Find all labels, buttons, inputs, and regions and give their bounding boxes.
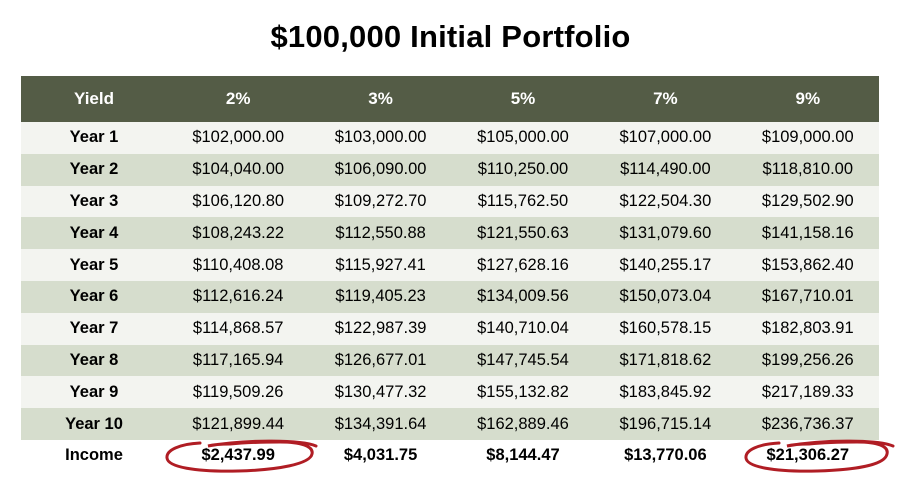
table-cell: $112,550.88	[335, 223, 426, 242]
income-value: $2,437.99	[201, 446, 275, 465]
table-cell: $107,000.00	[619, 128, 712, 147]
table-cell: $182,803.91	[761, 319, 854, 338]
income-row: Income $2,437.99 $4,031.75 $8,144.47 $13,770…	[21, 439, 879, 472]
page-title: $100,000 Initial Portfolio	[270, 19, 631, 54]
table-cell: $167,710.01	[761, 287, 854, 306]
income-label: Income	[65, 446, 123, 465]
table-cell: $102,000.00	[192, 128, 285, 147]
table-cell: $121,550.63	[477, 223, 569, 242]
table-cell: $109,000.00	[761, 128, 854, 147]
table-cell: $217,189.33	[761, 382, 854, 401]
income-value: $13,770.06	[624, 446, 707, 465]
table-row: Year 10 $121,899.44 $134,391.64 $162,889.46…	[21, 408, 879, 440]
row-label: Year 4	[69, 223, 119, 242]
table-cell: $140,710.04	[477, 319, 569, 338]
table-row: Year 8 $117,165.94 $126,677.01 $147,745.54 $…	[21, 344, 879, 377]
income-value: $4,031.75	[343, 446, 418, 465]
table-cell: $103,000.00	[334, 128, 427, 147]
table-cell: $199,256.26	[761, 350, 854, 369]
table-cell: $171,818.62	[619, 350, 712, 369]
header-9-percent: 9%	[795, 89, 821, 108]
table-row: Year 2 $104,040.00 $106,090.00 $110,250.00 $…	[21, 153, 879, 186]
table-cell: $108,243.22	[192, 223, 285, 242]
row-label: Year 7	[69, 319, 119, 338]
row-label: Year 8	[69, 350, 119, 369]
yield-table: Yield 2% 3% 5% 7% 9% Year 1 $102,000.00 $1…	[21, 76, 879, 472]
table-cell: $119,509.26	[192, 382, 284, 401]
row-label: Year 2	[69, 160, 119, 179]
table-row: Year 7 $114,868.57 $122,987.39 $140,710.04 $…	[21, 312, 879, 345]
header-yield: Yield	[74, 89, 114, 108]
table-cell: $162,889.46	[477, 414, 569, 433]
table-cell: $115,927.41	[335, 255, 426, 274]
row-label: Year 9	[69, 382, 119, 401]
row-label: Year 1	[69, 128, 119, 147]
table-row: Year 6 $112,616.24 $119,405.23 $134,009.56 $…	[21, 280, 879, 313]
table-cell: $147,745.54	[477, 350, 569, 369]
table-cell: $150,073.04	[619, 287, 712, 306]
table-row: Year 9 $119,509.26 $130,477.32 $155,132.82 $…	[21, 376, 879, 409]
table-row: Year 5 $110,408.08 $115,927.41 $127,628.16 $…	[21, 249, 879, 281]
header-7-percent: 7%	[653, 89, 678, 108]
table-cell: $104,040.00	[192, 160, 285, 179]
table-cell: $155,132.82	[477, 382, 569, 401]
row-label: Year 3	[69, 191, 119, 210]
table-cell: $183,845.92	[619, 382, 712, 401]
table-cell: $114,868.57	[192, 319, 284, 338]
table-cell: $129,502.90	[761, 191, 854, 210]
table-cell: $110,408.08	[192, 255, 284, 274]
table-cell: $134,391.64	[334, 414, 427, 433]
table-cell: $131,079.60	[619, 223, 712, 242]
table-cell: $110,250.00	[477, 160, 569, 179]
header-2-percent: 2%	[225, 89, 251, 108]
table-cell: $106,090.00	[334, 160, 427, 179]
table-row: Year 3 $106,120.80 $109,272.70 $115,762.50 $…	[21, 185, 879, 218]
table-cell: $121,899.44	[192, 414, 285, 433]
row-label: Year 6	[69, 287, 119, 306]
table-cell: $160,578.15	[619, 319, 712, 338]
table-cell: $130,477.32	[334, 382, 427, 401]
header-row: Yield 2% 3% 5% 7% 9%	[21, 76, 879, 122]
table-cell: $126,677.01	[334, 350, 427, 369]
table-body: Year 1 $102,000.00 $103,000.00 $105,000.00 $…	[21, 122, 879, 472]
table-cell: $134,009.56	[477, 287, 569, 306]
table-cell: $127,628.16	[477, 255, 569, 274]
table-cell: $236,736.37	[761, 414, 854, 433]
table-cell: $141,158.16	[761, 223, 854, 242]
table-cell: $106,120.80	[192, 191, 285, 210]
income-value: $8,144.47	[486, 446, 560, 465]
row-label: Year 5	[69, 255, 119, 274]
table-cell: $112,616.24	[192, 287, 284, 306]
table-cell: $196,715.14	[619, 414, 712, 433]
table-row: Year 4 $108,243.22 $112,550.88 $121,550.63 $…	[21, 217, 879, 250]
table-cell: $115,762.50	[477, 191, 569, 210]
table-cell: $105,000.00	[477, 128, 569, 147]
table-row: Year 1 $102,000.00 $103,000.00 $105,000.00 $…	[21, 122, 879, 154]
table-cell: $153,862.40	[761, 255, 854, 274]
income-value: $21,306.27	[766, 446, 850, 465]
table-cell: $117,165.94	[192, 350, 284, 369]
table-cell: $118,810.00	[762, 160, 854, 179]
table-cell: $114,490.00	[620, 160, 711, 179]
header-3-percent: 3%	[368, 89, 393, 108]
row-label: Year 10	[65, 414, 123, 433]
table-cell: $119,405.23	[335, 287, 426, 306]
table-cell: $140,255.17	[619, 255, 712, 274]
table-cell: $122,987.39	[334, 319, 427, 338]
table-header: Yield 2% 3% 5% 7% 9%	[21, 76, 879, 122]
table-cell: $109,272.70	[334, 191, 427, 210]
table-cell: $122,504.30	[619, 191, 712, 210]
header-5-percent: 5%	[510, 89, 536, 108]
